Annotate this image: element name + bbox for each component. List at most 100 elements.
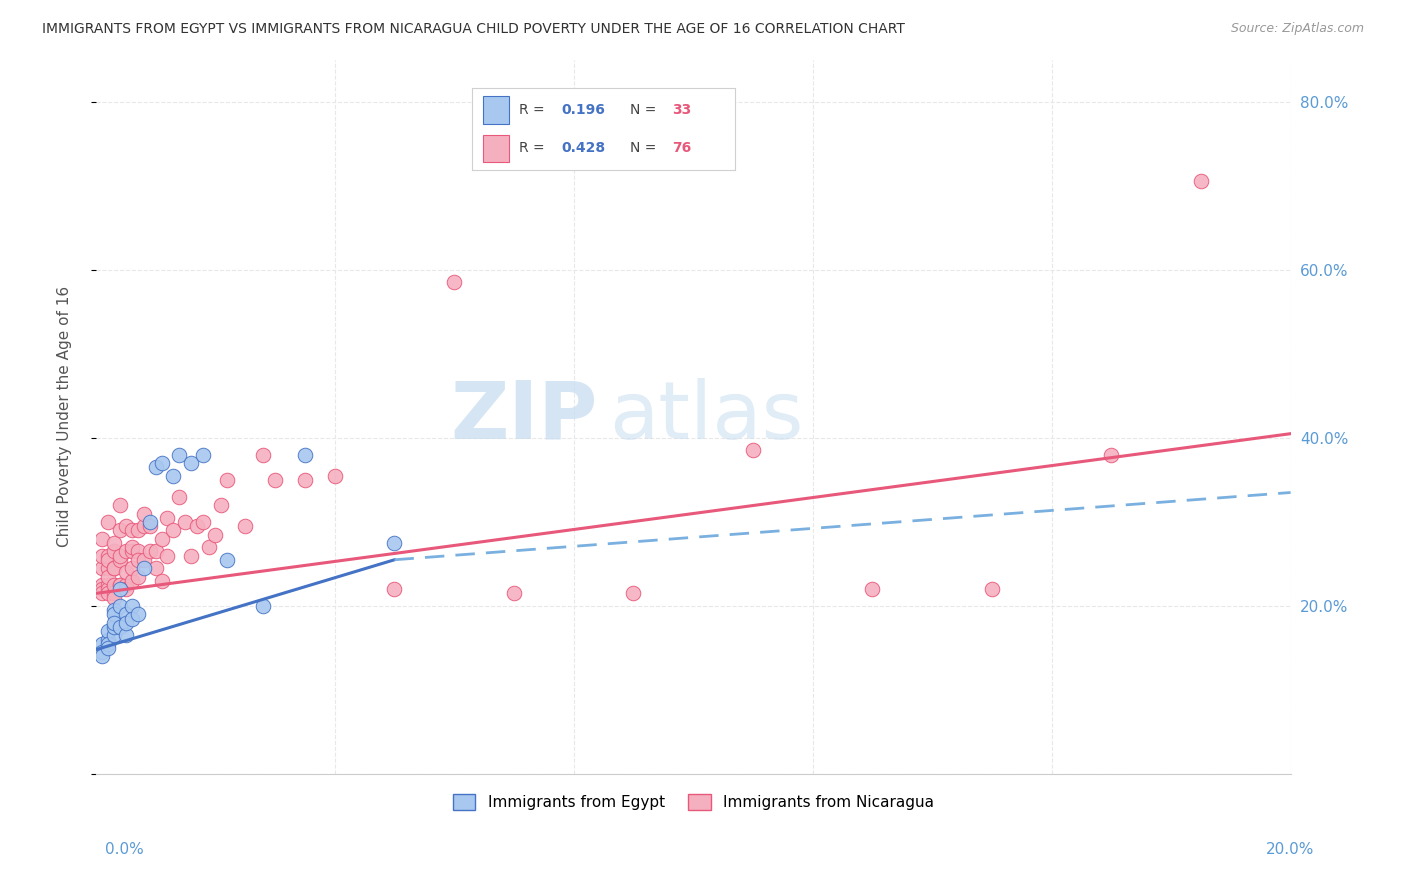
Point [121,540,143,554]
Point [114,615,136,630]
Point [97,637,120,651]
Point [108,582,131,597]
Point [103,603,125,617]
Point [114,566,136,580]
Point [97,586,120,600]
Point [742,443,765,458]
Point [90,578,112,592]
Point [108,578,131,592]
Point [145,561,167,575]
Point [169,490,191,504]
Point [97,549,120,563]
Point [90,532,112,546]
Point [103,544,125,558]
Text: 20.0%: 20.0% [1267,842,1315,856]
Point [97,561,120,575]
Point [103,578,125,592]
Point [252,448,274,462]
Point [127,569,149,583]
Point [132,561,155,575]
Point [108,498,131,512]
Point [150,574,173,588]
Point [294,448,316,462]
Point [174,515,197,529]
Point [114,578,136,592]
Point [209,498,232,512]
Point [180,549,202,563]
Point [103,620,125,634]
Point [132,553,155,567]
Point [145,544,167,558]
Text: IMMIGRANTS FROM EGYPT VS IMMIGRANTS FROM NICARAGUA CHILD POVERTY UNDER THE AGE O: IMMIGRANTS FROM EGYPT VS IMMIGRANTS FROM… [42,22,905,37]
Point [103,561,125,575]
Point [1099,448,1122,462]
Point [138,544,160,558]
Point [114,582,136,597]
Point [980,582,1002,597]
Point [121,544,143,558]
Point [114,519,136,533]
Text: ZIP: ZIP [450,378,598,456]
Point [150,456,173,470]
Point [103,586,125,600]
Point [138,519,160,533]
Point [180,456,202,470]
Point [121,561,143,575]
Legend: Immigrants from Egypt, Immigrants from Nicaragua: Immigrants from Egypt, Immigrants from N… [447,789,941,816]
Text: Source: ZipAtlas.com: Source: ZipAtlas.com [1230,22,1364,36]
Point [108,620,131,634]
Point [1189,174,1212,188]
Point [204,527,226,541]
Point [145,460,167,475]
Point [127,524,149,538]
Point [162,468,184,483]
Point [138,515,160,529]
Point [150,532,173,546]
Point [443,276,465,290]
Point [97,578,120,592]
Point [90,561,112,575]
Point [323,468,346,483]
Point [127,553,149,567]
Point [108,578,131,592]
Point [132,519,155,533]
Text: 0.0%: 0.0% [105,842,145,856]
Point [132,507,155,521]
Point [384,582,406,597]
Point [97,569,120,583]
Point [108,549,131,563]
Point [97,632,120,647]
Point [198,540,221,554]
Point [90,645,112,659]
Point [193,448,215,462]
Point [108,524,131,538]
Point [90,582,112,597]
Point [217,553,239,567]
Point [294,473,316,487]
Point [623,586,645,600]
Point [252,599,274,613]
Point [97,553,120,567]
Point [90,649,112,664]
Point [90,549,112,563]
Point [103,628,125,642]
Y-axis label: Child Poverty Under the Age of 16: Child Poverty Under the Age of 16 [58,286,72,548]
Point [97,515,120,529]
Point [114,628,136,642]
Point [162,524,184,538]
Point [127,607,149,622]
Point [90,637,112,651]
Point [103,615,125,630]
Point [121,599,143,613]
Point [103,536,125,550]
Point [186,519,208,533]
Text: atlas: atlas [610,378,804,456]
Point [103,561,125,575]
Point [156,510,179,524]
Point [156,549,179,563]
Point [114,544,136,558]
Point [97,582,120,597]
Point [114,607,136,622]
Point [193,515,215,529]
Point [503,586,526,600]
